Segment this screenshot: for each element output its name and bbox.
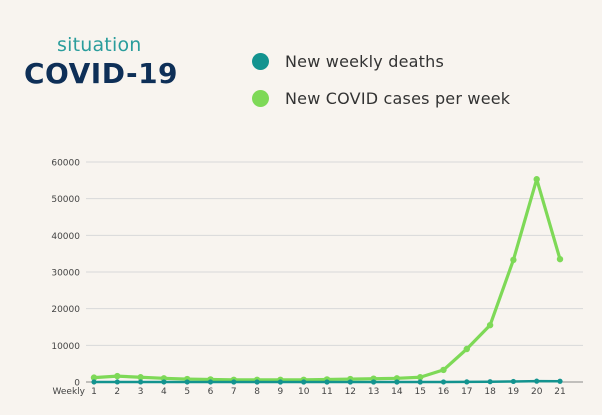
data-point-cases bbox=[463, 345, 470, 353]
data-point-cases bbox=[114, 372, 121, 380]
data-point-cases bbox=[90, 374, 98, 381]
x-tick-label: 5 bbox=[184, 387, 190, 397]
data-point-deaths bbox=[510, 378, 516, 385]
data-point-deaths bbox=[324, 379, 330, 385]
legend-item-deaths: New weekly deaths bbox=[252, 51, 510, 71]
data-point-cases bbox=[486, 321, 494, 329]
y-tick-label: 40000 bbox=[51, 232, 80, 242]
data-point-deaths bbox=[207, 379, 214, 385]
x-tick-label: 2 bbox=[114, 387, 120, 397]
x-tick-label: 15 bbox=[414, 387, 425, 397]
x-tick-label: 1 bbox=[91, 387, 97, 397]
legend-label-cases: New COVID cases per week bbox=[285, 88, 511, 108]
y-tick-label: 0 bbox=[74, 379, 80, 389]
x-tick-label: 7 bbox=[231, 387, 237, 397]
data-point-cases bbox=[440, 366, 447, 374]
data-point-deaths bbox=[557, 378, 563, 384]
data-point-cases bbox=[510, 256, 517, 264]
data-point-deaths bbox=[347, 379, 353, 385]
data-point-deaths bbox=[138, 379, 144, 385]
chart-legend: New weekly deaths New COVID cases per we… bbox=[252, 52, 510, 126]
y-tick-label: 60000 bbox=[51, 159, 80, 169]
data-point-deaths bbox=[440, 379, 447, 385]
data-point-cases bbox=[533, 176, 540, 183]
x-tick-label: 12 bbox=[345, 387, 356, 397]
x-tick-label: 16 bbox=[438, 387, 450, 397]
y-tick-label: 10000 bbox=[51, 342, 80, 352]
legend-marker-cases bbox=[252, 89, 269, 107]
data-point-cases bbox=[137, 374, 144, 381]
y-tick-label: 50000 bbox=[51, 195, 80, 205]
x-tick-label: 18 bbox=[484, 387, 496, 397]
x-tick-label: 17 bbox=[461, 387, 472, 397]
x-tick-label: 8 bbox=[254, 387, 260, 397]
x-tick-label: 10 bbox=[298, 387, 310, 397]
legend-label-deaths: New weekly deaths bbox=[285, 51, 444, 71]
data-point-deaths bbox=[277, 379, 283, 385]
data-point-deaths bbox=[534, 378, 540, 384]
x-tick-label: 13 bbox=[368, 387, 379, 397]
data-point-deaths bbox=[184, 379, 190, 385]
legend-item-cases: New COVID cases per week bbox=[252, 88, 511, 108]
data-point-deaths bbox=[464, 379, 470, 385]
data-point-deaths bbox=[91, 379, 97, 385]
data-point-deaths bbox=[394, 379, 400, 385]
data-point-deaths bbox=[231, 379, 237, 385]
x-tick-label: 4 bbox=[161, 387, 167, 397]
data-point-cases bbox=[556, 255, 564, 263]
y-tick-label: 30000 bbox=[51, 269, 80, 279]
series-line-cases bbox=[92, 177, 562, 382]
header-subtitle: situation bbox=[57, 34, 142, 56]
data-point-deaths bbox=[417, 379, 423, 385]
x-axis-label: Weekly bbox=[53, 387, 86, 397]
y-tick-label: 20000 bbox=[51, 305, 80, 315]
x-tick-label: 9 bbox=[278, 387, 284, 397]
header-title: COVID-19 bbox=[24, 57, 179, 90]
data-point-cases bbox=[417, 374, 424, 381]
data-point-deaths bbox=[487, 379, 493, 385]
x-tick-label: 21 bbox=[554, 387, 565, 397]
x-tick-label: 3 bbox=[138, 387, 144, 397]
x-tick-label: 19 bbox=[508, 387, 520, 397]
data-point-deaths bbox=[114, 379, 120, 385]
data-point-deaths bbox=[161, 379, 167, 385]
data-point-deaths bbox=[371, 379, 377, 385]
x-tick-label: 14 bbox=[391, 387, 403, 397]
data-point-deaths bbox=[254, 379, 260, 385]
x-tick-label: 6 bbox=[208, 387, 214, 397]
data-point-deaths bbox=[301, 379, 307, 385]
x-tick-label: 11 bbox=[321, 387, 332, 397]
x-tick-label: 20 bbox=[531, 387, 543, 397]
legend-marker-deaths bbox=[252, 52, 269, 70]
